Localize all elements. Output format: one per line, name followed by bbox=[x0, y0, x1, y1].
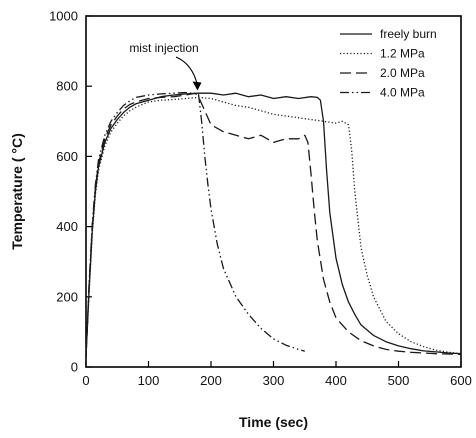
y-tick-label: 800 bbox=[56, 79, 78, 94]
axes: 0 100 200 300 400 500 600 0 200 400 600 800 1000 bbox=[49, 9, 472, 389]
x-tick-label: 400 bbox=[325, 373, 347, 388]
y-tick-label: 400 bbox=[56, 219, 78, 234]
y-tick-label: 600 bbox=[56, 149, 78, 164]
legend: freely burn 1.2 MPa 2.0 MPa 4.0 MPa bbox=[340, 27, 437, 100]
legend-label-3: 2.0 MPa bbox=[380, 66, 425, 80]
x-tick-label: 200 bbox=[200, 373, 222, 388]
x-tick-label: 500 bbox=[388, 373, 410, 388]
x-tick-label: 100 bbox=[138, 373, 160, 388]
y-tick-label: 1000 bbox=[49, 9, 78, 24]
x-tick-label: 300 bbox=[263, 373, 285, 388]
series-line-4 bbox=[85, 91, 305, 357]
series-layer bbox=[85, 91, 462, 357]
y-axis-title: Temperature ( °C) bbox=[9, 133, 25, 250]
x-tick-label: 0 bbox=[82, 373, 89, 388]
annotation: mist injection bbox=[129, 41, 202, 91]
annotation-arrow-line bbox=[175, 56, 199, 86]
series-line-1 bbox=[85, 92, 462, 357]
series-line-2 bbox=[85, 96, 462, 357]
x-tick-label: 600 bbox=[450, 373, 472, 388]
annotation-text: mist injection bbox=[129, 41, 198, 55]
x-axis-title: Time (sec) bbox=[239, 414, 308, 430]
legend-label-1: freely burn bbox=[380, 27, 437, 41]
legend-label-4: 4.0 MPa bbox=[380, 86, 425, 100]
legend-label-2: 1.2 MPa bbox=[380, 47, 425, 61]
series-line-3 bbox=[85, 92, 462, 357]
y-tick-label: 0 bbox=[71, 360, 78, 375]
y-tick-label: 200 bbox=[56, 289, 78, 304]
axis-titles: Time (sec) Temperature ( °C) bbox=[9, 133, 308, 430]
annotation-arrow-head bbox=[192, 81, 202, 91]
